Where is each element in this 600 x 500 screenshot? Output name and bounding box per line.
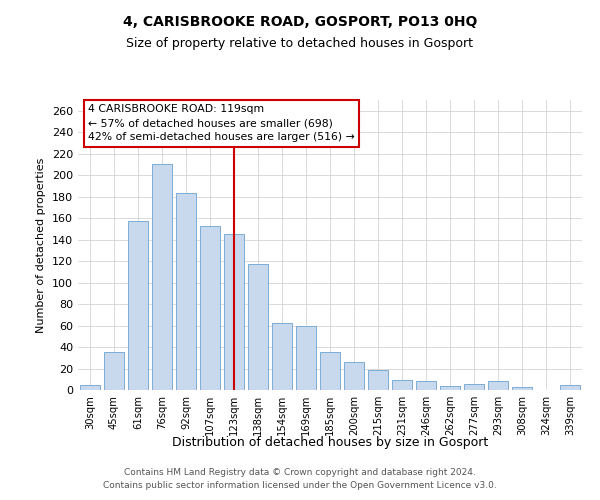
Bar bbox=[272, 324, 292, 390]
Bar bbox=[128, 222, 148, 390]
Bar bbox=[176, 194, 196, 390]
Bar bbox=[560, 384, 580, 390]
Bar bbox=[248, 264, 268, 390]
Bar bbox=[224, 234, 244, 390]
Text: 4, CARISBROOKE ROAD, GOSPORT, PO13 0HQ: 4, CARISBROOKE ROAD, GOSPORT, PO13 0HQ bbox=[123, 15, 477, 29]
Y-axis label: Number of detached properties: Number of detached properties bbox=[37, 158, 46, 332]
Bar bbox=[416, 382, 436, 390]
Text: Contains HM Land Registry data © Crown copyright and database right 2024.: Contains HM Land Registry data © Crown c… bbox=[124, 468, 476, 477]
Bar bbox=[320, 352, 340, 390]
Bar bbox=[440, 386, 460, 390]
Bar bbox=[368, 370, 388, 390]
Bar bbox=[464, 384, 484, 390]
Text: Contains public sector information licensed under the Open Government Licence v3: Contains public sector information licen… bbox=[103, 482, 497, 490]
Bar bbox=[152, 164, 172, 390]
Bar bbox=[104, 352, 124, 390]
Text: Size of property relative to detached houses in Gosport: Size of property relative to detached ho… bbox=[127, 38, 473, 51]
Bar bbox=[488, 382, 508, 390]
Bar bbox=[200, 226, 220, 390]
Text: 4 CARISBROOKE ROAD: 119sqm
← 57% of detached houses are smaller (698)
42% of sem: 4 CARISBROOKE ROAD: 119sqm ← 57% of deta… bbox=[88, 104, 355, 142]
Bar bbox=[80, 384, 100, 390]
Bar bbox=[344, 362, 364, 390]
Bar bbox=[512, 387, 532, 390]
Text: Distribution of detached houses by size in Gosport: Distribution of detached houses by size … bbox=[172, 436, 488, 449]
Bar bbox=[392, 380, 412, 390]
Bar bbox=[296, 326, 316, 390]
